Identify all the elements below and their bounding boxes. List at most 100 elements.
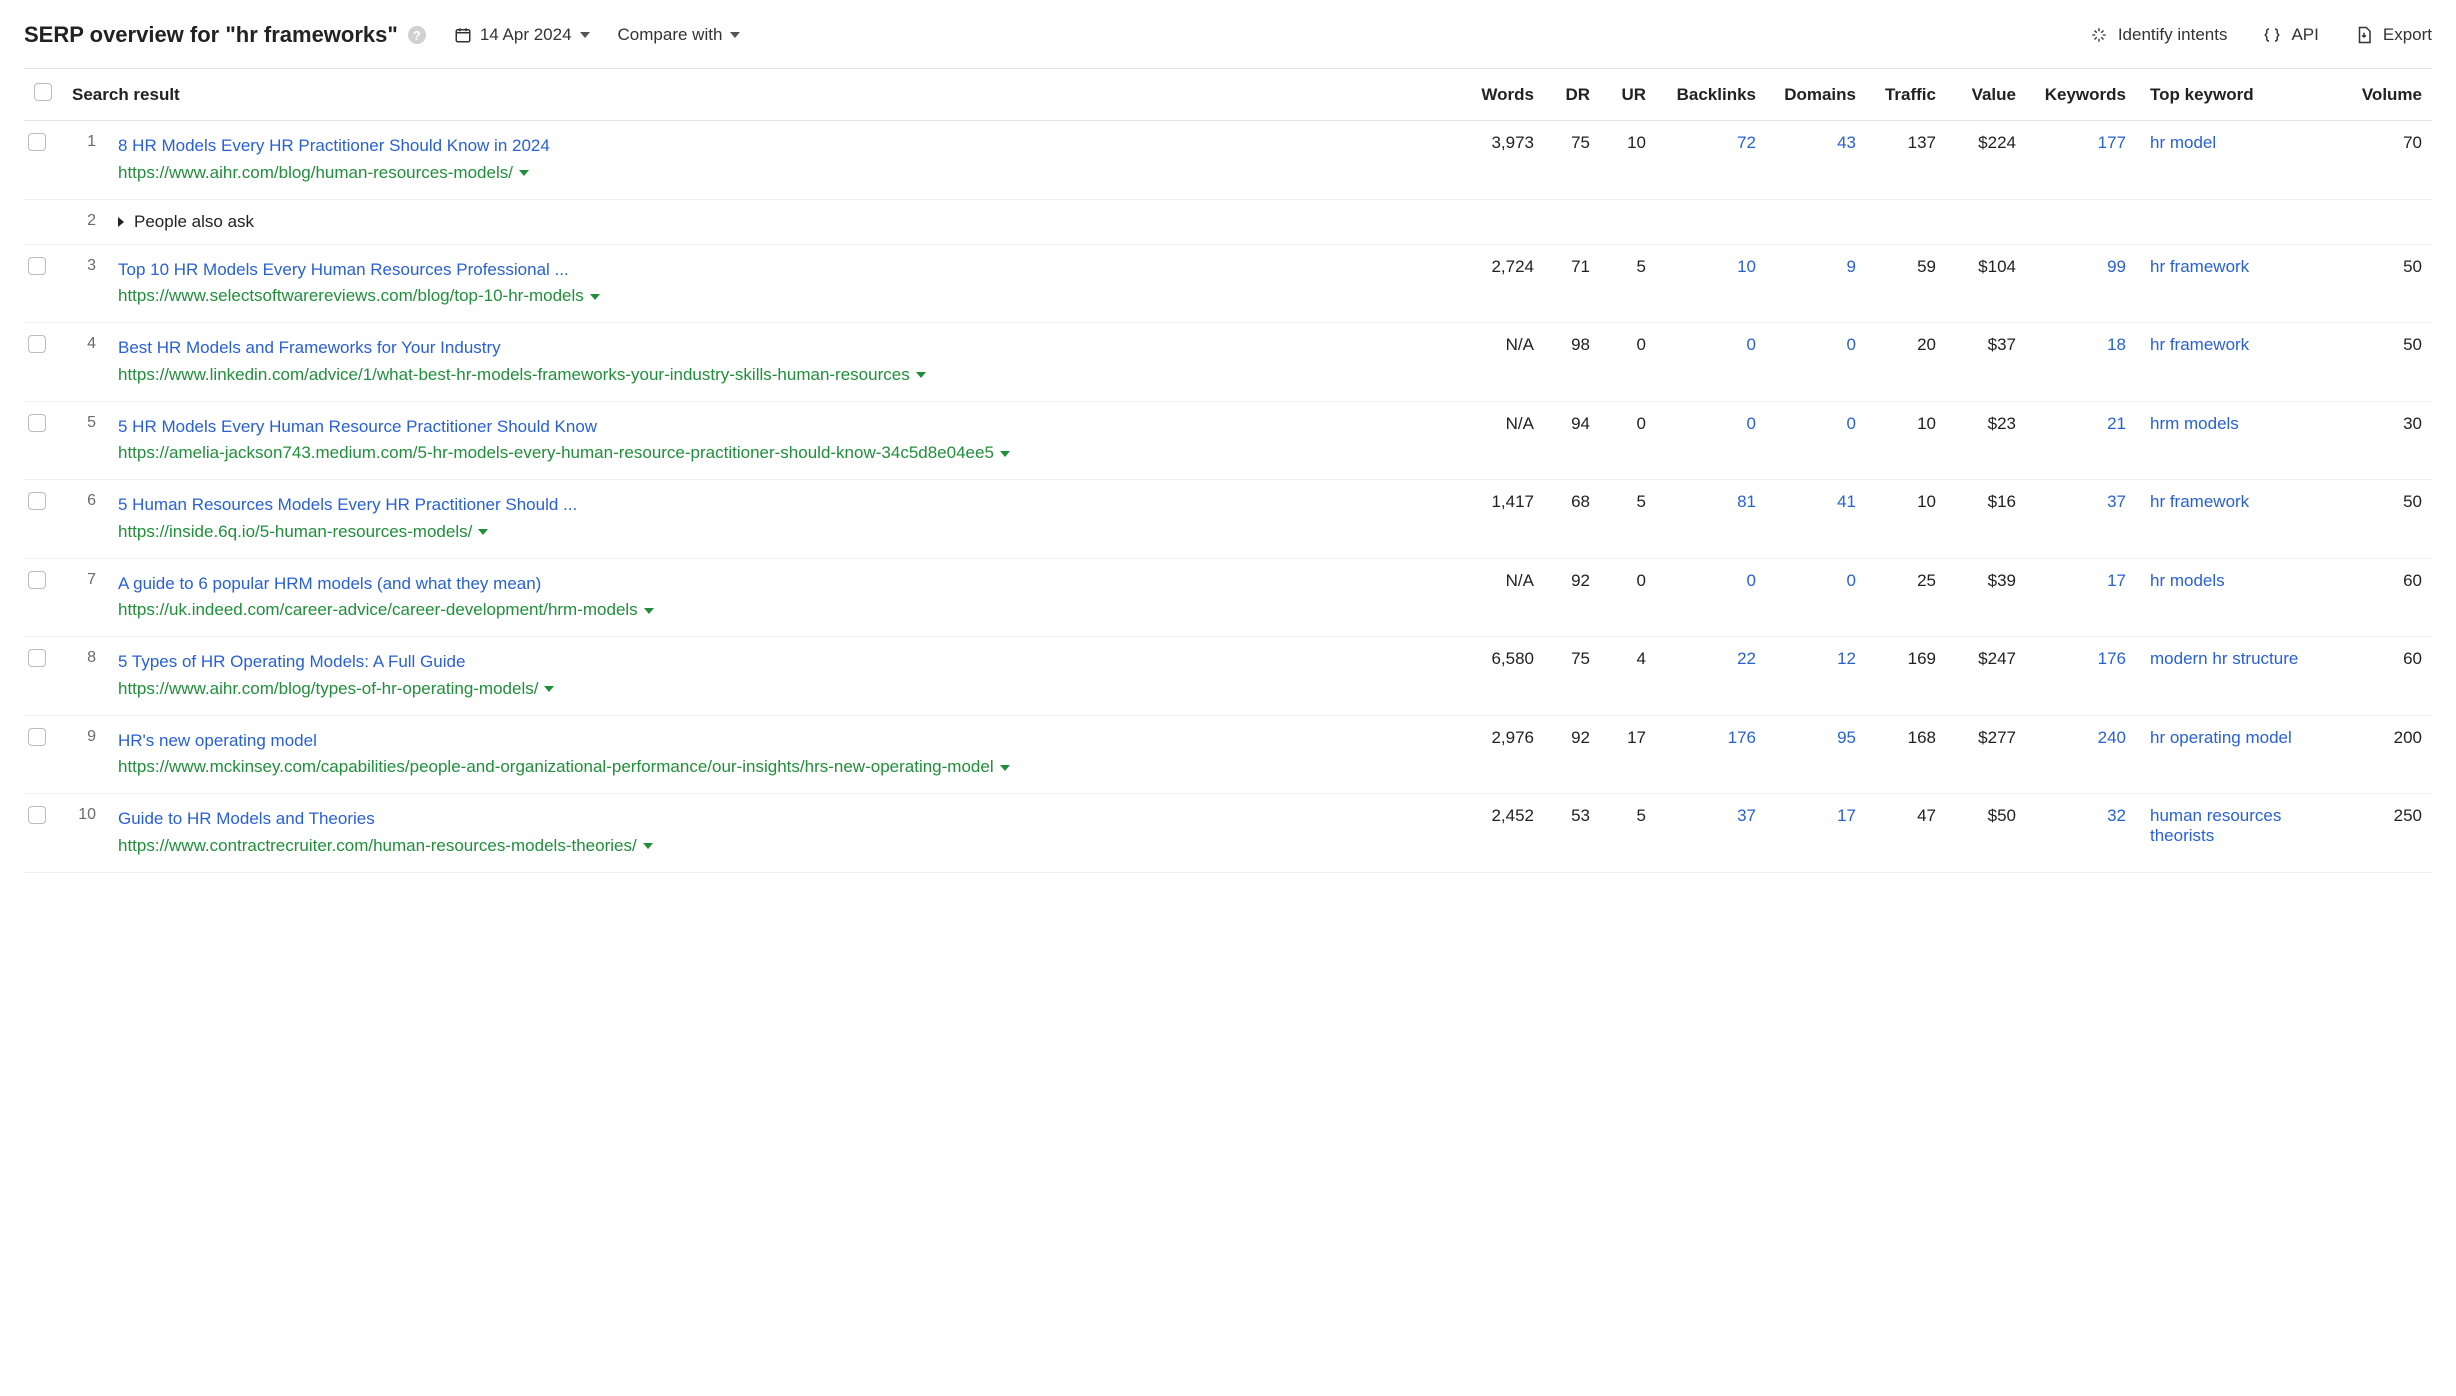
metric-link[interactable]: 10 — [1737, 257, 1756, 276]
col-value[interactable]: Value — [1946, 69, 2026, 121]
result-title-link[interactable]: Top 10 HR Models Every Human Resources P… — [118, 257, 1454, 283]
select-all-checkbox[interactable] — [34, 83, 52, 101]
metric-link[interactable]: 176 — [1728, 728, 1756, 747]
metric-link[interactable]: 99 — [2107, 257, 2126, 276]
result-url-link[interactable]: https://www.linkedin.com/advice/1/what-b… — [118, 365, 910, 384]
col-words[interactable]: Words — [1464, 69, 1544, 121]
col-top-keyword[interactable]: Top keyword — [2136, 69, 2342, 121]
cell-domains: 12 — [1766, 637, 1866, 716]
top-keyword-link[interactable]: hrm models — [2150, 414, 2239, 433]
result-url-link[interactable]: https://www.aihr.com/blog/types-of-hr-op… — [118, 679, 538, 698]
metric-link[interactable]: 0 — [1847, 335, 1856, 354]
row-checkbox[interactable] — [28, 257, 46, 275]
result-title-link[interactable]: 5 Types of HR Operating Models: A Full G… — [118, 649, 1454, 675]
top-keyword-link[interactable]: hr framework — [2150, 257, 2249, 276]
result-title-link[interactable]: 5 HR Models Every Human Resource Practit… — [118, 414, 1454, 440]
top-keyword-link[interactable]: human resources theorists — [2150, 806, 2281, 845]
url-dropdown-icon[interactable] — [643, 843, 653, 849]
metric-link[interactable]: 22 — [1737, 649, 1756, 668]
row-checkbox[interactable] — [28, 133, 46, 151]
cell-dr: 98 — [1544, 323, 1600, 402]
cell-dr: 53 — [1544, 794, 1600, 873]
compare-dropdown[interactable]: Compare with — [618, 25, 741, 45]
result-url-link[interactable]: https://www.selectsoftwarereviews.com/bl… — [118, 286, 584, 305]
col-dr[interactable]: DR — [1544, 69, 1600, 121]
row-checkbox[interactable] — [28, 414, 46, 432]
col-keywords[interactable]: Keywords — [2026, 69, 2136, 121]
result-title-link[interactable]: HR's new operating model — [118, 728, 1454, 754]
top-keyword-link[interactable]: hr framework — [2150, 492, 2249, 511]
row-checkbox[interactable] — [28, 335, 46, 353]
result-url-link[interactable]: https://inside.6q.io/5-human-resources-m… — [118, 522, 472, 541]
row-checkbox[interactable] — [28, 806, 46, 824]
result-title-link[interactable]: Best HR Models and Frameworks for Your I… — [118, 335, 1454, 361]
metric-link[interactable]: 0 — [1747, 414, 1756, 433]
metric-link[interactable]: 81 — [1737, 492, 1756, 511]
top-keyword-link[interactable]: hr models — [2150, 571, 2225, 590]
metric-link[interactable]: 9 — [1847, 257, 1856, 276]
metric-link[interactable]: 32 — [2107, 806, 2126, 825]
row-checkbox[interactable] — [28, 492, 46, 510]
result-url-link[interactable]: https://uk.indeed.com/career-advice/care… — [118, 600, 638, 619]
col-backlinks[interactable]: Backlinks — [1656, 69, 1766, 121]
export-button[interactable]: Export — [2355, 25, 2432, 45]
col-ur[interactable]: UR — [1600, 69, 1656, 121]
metric-link[interactable]: 0 — [1847, 571, 1856, 590]
metric-link[interactable]: 95 — [1837, 728, 1856, 747]
result-title-link[interactable]: 8 HR Models Every HR Practitioner Should… — [118, 133, 1454, 159]
paa-cell[interactable]: People also ask — [108, 199, 2432, 244]
metric-link[interactable]: 17 — [1837, 806, 1856, 825]
url-dropdown-icon[interactable] — [1000, 451, 1010, 457]
metric-link[interactable]: 41 — [1837, 492, 1856, 511]
row-checkbox[interactable] — [28, 571, 46, 589]
result-title-link[interactable]: 5 Human Resources Models Every HR Practi… — [118, 492, 1454, 518]
metric-link[interactable]: 0 — [1747, 571, 1756, 590]
top-keyword-link[interactable]: modern hr structure — [2150, 649, 2298, 668]
result-title-link[interactable]: A guide to 6 popular HRM models (and wha… — [118, 571, 1454, 597]
url-dropdown-icon[interactable] — [544, 686, 554, 692]
help-icon[interactable]: ? — [408, 26, 426, 44]
top-keyword-link[interactable]: hr operating model — [2150, 728, 2292, 747]
url-dropdown-icon[interactable] — [590, 294, 600, 300]
col-volume[interactable]: Volume — [2342, 69, 2432, 121]
title-text: SERP overview for "hr frameworks" — [24, 22, 398, 48]
date-picker[interactable]: 14 Apr 2024 — [454, 25, 590, 45]
table-row: 65 Human Resources Models Every HR Pract… — [24, 480, 2432, 559]
row-checkbox[interactable] — [28, 728, 46, 746]
result-title-link[interactable]: Guide to HR Models and Theories — [118, 806, 1454, 832]
result-url-link[interactable]: https://www.aihr.com/blog/human-resource… — [118, 163, 513, 182]
metric-link[interactable]: 240 — [2098, 728, 2126, 747]
row-checkbox[interactable] — [28, 649, 46, 667]
top-keyword-link[interactable]: hr framework — [2150, 335, 2249, 354]
metric-link[interactable]: 17 — [2107, 571, 2126, 590]
expand-icon — [118, 217, 124, 227]
metric-link[interactable]: 0 — [1747, 335, 1756, 354]
metric-link[interactable]: 37 — [1737, 806, 1756, 825]
result-url-link[interactable]: https://amelia-jackson743.medium.com/5-h… — [118, 443, 994, 462]
cell-keywords: 37 — [2026, 480, 2136, 559]
url-dropdown-icon[interactable] — [1000, 765, 1010, 771]
col-domains[interactable]: Domains — [1766, 69, 1866, 121]
col-traffic[interactable]: Traffic — [1866, 69, 1946, 121]
metric-link[interactable]: 21 — [2107, 414, 2126, 433]
metric-link[interactable]: 37 — [2107, 492, 2126, 511]
metric-link[interactable]: 43 — [1837, 133, 1856, 152]
result-url-link[interactable]: https://www.mckinsey.com/capabilities/pe… — [118, 757, 994, 776]
metric-link[interactable]: 177 — [2098, 133, 2126, 152]
metric-link[interactable]: 12 — [1837, 649, 1856, 668]
api-button[interactable]: API — [2263, 25, 2318, 45]
url-dropdown-icon[interactable] — [644, 608, 654, 614]
url-dropdown-icon[interactable] — [916, 372, 926, 378]
top-keyword-link[interactable]: hr model — [2150, 133, 2216, 152]
metric-link[interactable]: 0 — [1847, 414, 1856, 433]
col-search-result[interactable]: Search result — [62, 69, 1464, 121]
calendar-icon — [454, 26, 472, 44]
result-url-link[interactable]: https://www.contractrecruiter.com/human-… — [118, 836, 637, 855]
metric-link[interactable]: 176 — [2098, 649, 2126, 668]
url-dropdown-icon[interactable] — [519, 170, 529, 176]
cell-domains: 0 — [1766, 558, 1866, 637]
url-dropdown-icon[interactable] — [478, 529, 488, 535]
identify-intents-button[interactable]: Identify intents — [2090, 25, 2228, 45]
metric-link[interactable]: 18 — [2107, 335, 2126, 354]
metric-link[interactable]: 72 — [1737, 133, 1756, 152]
